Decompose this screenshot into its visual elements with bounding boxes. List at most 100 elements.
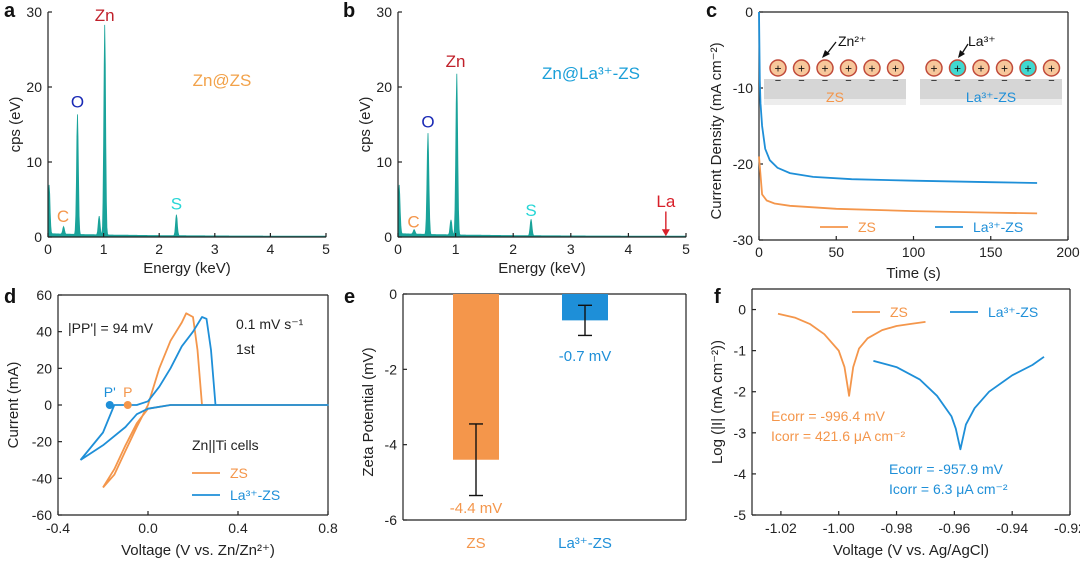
surface-charge: − <box>869 75 875 87</box>
legend-label: ZS <box>858 219 876 235</box>
edx-spectrum-area <box>397 73 687 238</box>
panel-title: Zn@La³⁺-ZS <box>542 64 640 83</box>
x-tick-label: 1 <box>452 241 460 257</box>
series-line-la-zs <box>79 316 329 461</box>
zn-ion <box>816 59 834 77</box>
marker-point <box>105 401 114 409</box>
zn-ion <box>972 59 990 77</box>
zn-ion <box>995 59 1014 77</box>
ion-charge: + <box>930 62 937 76</box>
x-tick-label: 50 <box>828 244 844 260</box>
electrode-shadow <box>920 99 1062 105</box>
surface-charge: − <box>1001 75 1007 87</box>
element-label: Zn <box>95 6 115 25</box>
x-tick-label: 0 <box>755 244 763 260</box>
y-tick-label: 10 <box>26 154 42 170</box>
ion-charge: + <box>892 62 899 76</box>
x-tick-label: 0.4 <box>228 520 248 536</box>
x-tick-label: 150 <box>979 244 1003 260</box>
panel-c: 0 50 100 150 200 0 -10 -20 -30 Time (s) Current De… <box>706 0 1080 282</box>
panel-letter: b <box>343 0 355 22</box>
panel-title: Zn@ZS <box>193 71 252 90</box>
y-tick-label: 30 <box>376 4 392 20</box>
marker-point <box>123 401 132 409</box>
y-tick-label: 0 <box>745 4 753 20</box>
y-tick-label: 20 <box>36 360 52 376</box>
corrosion-annotation: Ecorr = -996.4 mV <box>771 408 886 424</box>
x-tick-label: -0.94 <box>996 520 1028 536</box>
ion-charge: + <box>868 62 875 76</box>
la-ion-arrow-head <box>958 50 965 58</box>
x-axis-title: Energy (keV) <box>498 260 586 277</box>
la-arrow-head <box>661 229 670 237</box>
y-axis-title: Current Density (mA cm⁻²) <box>708 42 725 219</box>
la-ion <box>1019 59 1037 77</box>
element-label: C <box>57 207 69 226</box>
x-tick-label: 2 <box>509 241 517 257</box>
ion-charge: + <box>774 62 781 76</box>
y-tick-label: 0 <box>738 302 746 318</box>
y-tick-label: -3 <box>734 425 747 441</box>
surface-charge: − <box>892 75 898 87</box>
x-tick-label: -1.02 <box>765 520 797 536</box>
x-tick-label: 0 <box>394 241 402 257</box>
y-tick-label: -5 <box>734 507 747 523</box>
ion-charge: + <box>845 62 852 76</box>
y-axis-title: cps (eV) <box>7 97 24 153</box>
y-tick-label: -20 <box>733 156 753 172</box>
x-tick-label: 5 <box>322 241 330 257</box>
y-tick-label: 30 <box>26 4 42 20</box>
surface-charge: − <box>978 75 984 87</box>
zn-ion-arrow-head <box>822 50 830 58</box>
category-label: La³⁺-ZS <box>558 535 612 552</box>
x-tick-label: -0.98 <box>881 520 913 536</box>
y-tick-label: -10 <box>733 80 753 96</box>
panel-d: -0.4 0.0 0.4 0.8 60 40 20 0 -20 -40 -60 Voltage (V … <box>4 286 338 559</box>
x-axis-title: Voltage (V vs. Zn/Zn²⁺) <box>121 542 275 559</box>
element-label: O <box>71 92 84 111</box>
element-label: Zn <box>446 52 466 71</box>
legend-label: La³⁺-ZS <box>230 487 280 503</box>
surface-charge: − <box>775 75 781 87</box>
x-axis-title: Time (s) <box>886 265 940 282</box>
y-tick-label: -2 <box>734 384 747 400</box>
ion-charge: + <box>1001 62 1008 76</box>
electrode-slab <box>764 79 906 99</box>
ion-charge: + <box>1024 62 1031 76</box>
element-label: O <box>421 113 434 132</box>
element-label: S <box>525 201 536 220</box>
y-tick-label: -1 <box>734 343 747 359</box>
y-tick-label: 40 <box>36 324 52 340</box>
ion-charge: + <box>954 62 961 76</box>
y-axis-title: Zeta Potential (mV) <box>360 347 377 476</box>
x-axis-title: Voltage (V vs. Ag/AgCl) <box>833 542 989 559</box>
value-label: -4.4 mV <box>450 500 503 517</box>
y-tick-label: -2 <box>385 361 398 377</box>
series-line-zs <box>758 156 1038 215</box>
point-label: P' <box>104 384 116 400</box>
corrosion-annotation: Ecorr = -957.9 mV <box>889 461 1004 477</box>
series-line-la-zs <box>873 356 1045 451</box>
series-line-zs <box>777 312 926 397</box>
corrosion-annotation: Icorr = 6.3 μA cm⁻² <box>889 481 1008 497</box>
inset-la-zs: La³⁺-ZS+−+−+−+−+−+− <box>920 59 1062 105</box>
legend-label: La³⁺-ZS <box>988 304 1038 320</box>
zn-ion <box>769 59 787 77</box>
y-tick-label: 0 <box>34 229 42 245</box>
inset-label: La³⁺-ZS <box>966 89 1016 105</box>
x-tick-label: -0.92 <box>1054 520 1080 536</box>
y-tick-label: 60 <box>36 287 52 303</box>
x-tick-label: 0 <box>44 241 52 257</box>
x-tick-label: -1.00 <box>823 520 855 536</box>
zn-ion <box>886 59 905 77</box>
y-tick-label: -6 <box>385 512 398 528</box>
zn-ion-label: Zn²⁺ <box>838 33 866 49</box>
zn-ion <box>863 59 881 77</box>
zn-ion <box>1042 59 1061 77</box>
legend-label: La³⁺-ZS <box>973 219 1023 235</box>
x-tick-label: 200 <box>1056 244 1080 260</box>
zn-ion <box>925 59 943 77</box>
la-ion-label: La³⁺ <box>968 33 996 49</box>
surface-charge: − <box>1025 75 1031 87</box>
ion-charge: + <box>821 62 828 76</box>
